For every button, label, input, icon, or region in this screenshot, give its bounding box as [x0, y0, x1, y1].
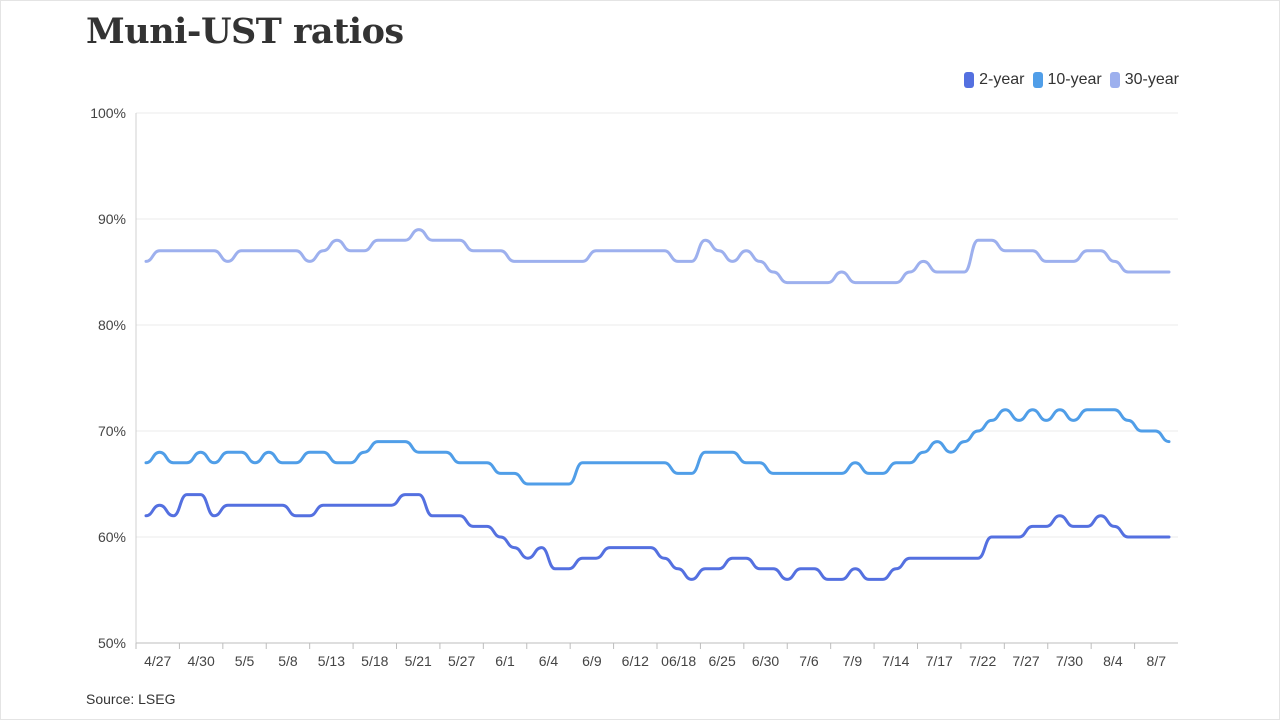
- legend-label-2-year: 2-year: [979, 71, 1025, 88]
- y-tick-label: 60%: [98, 529, 126, 545]
- x-tick-label: 7/9: [843, 653, 863, 669]
- x-tick-label: 6/30: [752, 653, 779, 669]
- x-tick-label: 6/4: [539, 653, 559, 669]
- x-tick-label: 5/21: [405, 653, 432, 669]
- source-note: Source: LSEG: [86, 691, 176, 707]
- x-tick-label: 6/9: [582, 653, 602, 669]
- legend-label-10-year: 10-year: [1047, 71, 1102, 88]
- x-tick-label: 6/1: [495, 653, 515, 669]
- y-tick-label: 100%: [90, 105, 126, 121]
- x-tick-label: 7/14: [882, 653, 909, 669]
- x-tick-label: 5/5: [235, 653, 255, 669]
- x-tick-label: 5/18: [361, 653, 388, 669]
- x-tick-label: 8/7: [1147, 653, 1167, 669]
- x-tick-label: 7/30: [1056, 653, 1083, 669]
- chart-legend: 2-year 10-year 30-year: [964, 71, 1179, 89]
- y-tick-label: 90%: [98, 211, 126, 227]
- y-tick-label: 70%: [98, 423, 126, 439]
- y-tick-label: 50%: [98, 635, 126, 651]
- x-tick-label: 5/27: [448, 653, 475, 669]
- legend-swatch-10-year: [1032, 72, 1043, 88]
- series-line-10-year: [144, 408, 1171, 486]
- legend-label-30-year: 30-year: [1124, 71, 1179, 88]
- chart-title: Muni-UST ratios: [86, 11, 404, 52]
- x-tick-label: 5/13: [318, 653, 345, 669]
- legend-item-10-year[interactable]: 10-year: [1032, 71, 1102, 89]
- x-tick-label: 7/17: [926, 653, 953, 669]
- x-tick-label: 4/27: [144, 653, 171, 669]
- x-tick-label: 06/18: [661, 653, 696, 669]
- x-tick-label: 5/8: [278, 653, 298, 669]
- series-line-30-year: [144, 228, 1171, 285]
- x-tick-label: 7/27: [1012, 653, 1039, 669]
- series-line-2-year: [144, 493, 1171, 581]
- y-tick-label: 80%: [98, 317, 126, 333]
- x-tick-label: 4/30: [188, 653, 215, 669]
- x-tick-label: 6/12: [622, 653, 649, 669]
- x-tick-label: 7/6: [799, 653, 819, 669]
- x-tick-label: 6/25: [709, 653, 736, 669]
- legend-swatch-30-year: [1109, 72, 1120, 88]
- legend-item-2-year[interactable]: 2-year: [964, 71, 1025, 89]
- x-tick-label: 7/22: [969, 653, 996, 669]
- legend-item-30-year[interactable]: 30-year: [1109, 71, 1179, 89]
- x-tick-label: 8/4: [1103, 653, 1123, 669]
- legend-swatch-2-year: [964, 72, 975, 88]
